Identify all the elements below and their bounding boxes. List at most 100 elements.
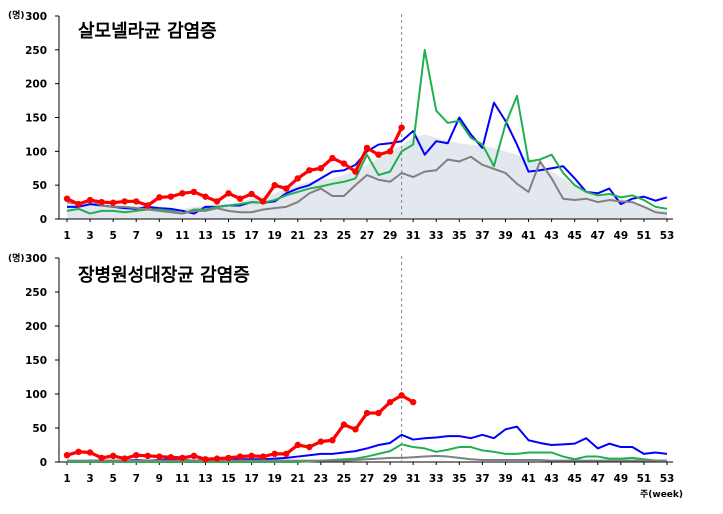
x-tick-label: 53 [660, 473, 675, 485]
series-point [156, 194, 163, 201]
chart-title: 살모넬라균 감염증 [78, 21, 217, 42]
x-tick-label: 49 [614, 473, 629, 485]
y-axis-unit: (명) [8, 9, 25, 21]
series-point [213, 198, 221, 205]
x-tick-label: 13 [198, 473, 213, 485]
series-point [294, 175, 301, 182]
series-point [375, 151, 382, 158]
x-tick-label: 3 [86, 230, 93, 242]
series-point [259, 453, 267, 460]
series-point [271, 181, 278, 189]
x-axis-label: 주(week) [640, 489, 683, 500]
series-point [271, 450, 278, 458]
series-point [121, 198, 128, 205]
x-tick-label: 35 [452, 473, 467, 485]
series-line-2 [67, 443, 667, 463]
series-point [63, 195, 71, 202]
y-tick-label: 300 [25, 253, 47, 265]
x-tick-label: 45 [567, 230, 582, 242]
series-point [144, 452, 151, 460]
x-tick-label: 35 [452, 230, 467, 242]
series-point [375, 409, 382, 417]
series-point [133, 198, 140, 205]
series-point [398, 124, 405, 131]
series-point [202, 193, 209, 200]
x-tick-label: 37 [475, 473, 490, 485]
series-point [248, 190, 255, 198]
x-tick-label: 33 [429, 230, 444, 242]
x-tick-label: 47 [590, 473, 605, 485]
series-point [283, 185, 290, 192]
series-point [202, 456, 209, 463]
series-line-2 [66, 48, 668, 215]
x-tick-label: 7 [133, 473, 140, 485]
series-point [144, 202, 151, 209]
series-point [329, 154, 336, 162]
x-tick-label: 11 [175, 473, 190, 485]
x-tick-label: 39 [498, 230, 513, 242]
series-point [352, 426, 359, 433]
x-tick-label: 41 [521, 230, 536, 242]
y-tick-label: 50 [32, 180, 47, 192]
area-series [67, 134, 667, 219]
x-tick-label: 43 [544, 230, 559, 242]
y-tick-label: 0 [40, 457, 47, 469]
x-tick-label: 25 [337, 230, 352, 242]
x-tick-label: 19 [267, 473, 282, 485]
x-tick-label: 5 [109, 473, 116, 485]
x-tick-label: 23 [314, 230, 329, 242]
y-tick-label: 0 [40, 214, 47, 226]
x-tick-label: 31 [406, 230, 421, 242]
series-point [340, 421, 348, 428]
series-point [98, 454, 105, 462]
y-tick-label: 100 [25, 389, 47, 401]
y-tick-label: 150 [25, 113, 47, 125]
x-tick-label: 27 [360, 473, 375, 485]
x-tick-label: 1 [63, 230, 70, 242]
series-line-3 [67, 454, 667, 462]
series-point [179, 190, 186, 197]
series-point [398, 392, 405, 399]
x-tick-label: 31 [406, 473, 421, 485]
y-tick-label: 150 [25, 355, 47, 367]
series-point [156, 453, 163, 460]
y-tick-label: 50 [32, 423, 47, 435]
series-line-1 [66, 425, 668, 463]
series-point [329, 437, 336, 444]
series-point [86, 449, 94, 456]
series-point [352, 168, 359, 175]
y-tick-label: 100 [25, 146, 47, 158]
series-point [133, 452, 140, 459]
series-point [75, 200, 82, 208]
series-point [179, 454, 186, 462]
series-point [248, 452, 255, 460]
x-tick-label: 29 [383, 230, 398, 242]
series-point [63, 452, 71, 459]
x-tick-label: 47 [590, 230, 605, 242]
x-tick-label: 33 [429, 473, 444, 485]
x-tick-label: 21 [290, 473, 305, 485]
series-point [213, 455, 221, 462]
chart-title: 장병원성대장균 감염증 [78, 265, 250, 286]
x-tick-label: 37 [475, 230, 490, 242]
y-tick-label: 200 [25, 321, 47, 333]
series-point [225, 190, 232, 197]
y-tick-label: 250 [25, 287, 47, 299]
series-point [306, 167, 313, 174]
x-tick-label: 45 [567, 473, 582, 485]
series-point [75, 448, 82, 455]
x-tick-label: 53 [660, 230, 675, 242]
series-point [167, 454, 175, 461]
series-point [294, 441, 301, 449]
x-tick-label: 19 [267, 230, 282, 242]
x-tick-label: 17 [244, 230, 259, 242]
x-tick-label: 51 [637, 230, 652, 242]
series-point [409, 398, 417, 406]
x-tick-label: 3 [86, 473, 93, 485]
x-tick-label: 29 [383, 473, 398, 485]
series-point [363, 144, 371, 152]
x-tick-label: 51 [637, 473, 652, 485]
